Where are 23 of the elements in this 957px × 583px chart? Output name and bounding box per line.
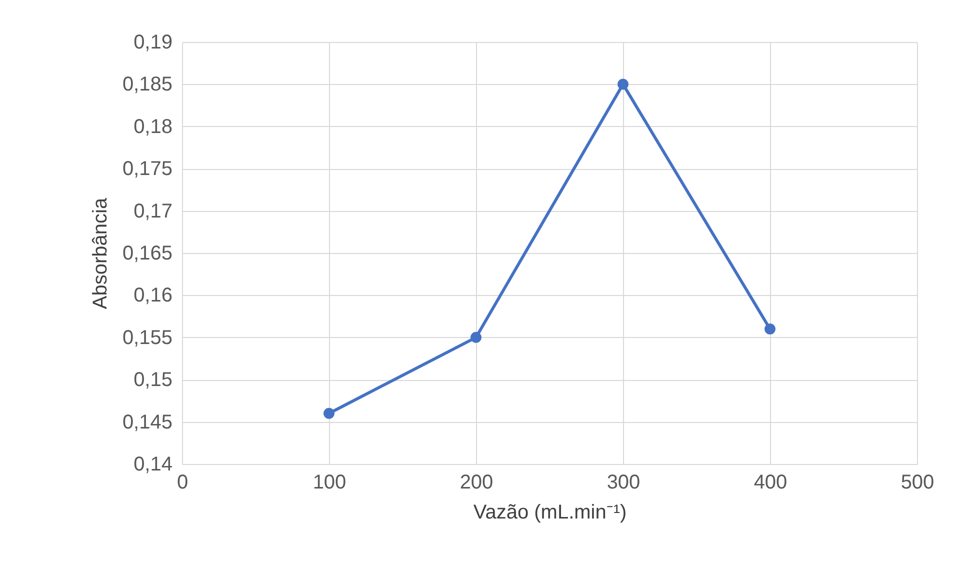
point xyxy=(470,332,482,343)
x-axis-title: Vazão (mL.min⁻¹) xyxy=(473,502,627,524)
point xyxy=(618,78,628,90)
point xyxy=(324,408,334,419)
y-axis-title: Absorbância xyxy=(89,197,112,310)
x-tick-label: 300 xyxy=(606,472,640,494)
x-tick-label: 500 xyxy=(900,472,934,494)
x-tick-label: 400 xyxy=(754,472,788,494)
y-tick-label: 0,155 xyxy=(122,326,172,349)
point xyxy=(764,323,776,334)
y-tick-label: 0,145 xyxy=(122,411,172,434)
y-tick-label: 0,16 xyxy=(134,284,172,307)
x-tick-label: 0 xyxy=(176,472,188,494)
x-tick-label: 200 xyxy=(460,472,494,494)
x-tick-label: 100 xyxy=(312,472,346,494)
y-tick-label: 0,185 xyxy=(122,74,172,96)
y-tick-label: 0,165 xyxy=(122,242,172,264)
y-tick-label: 0,17 xyxy=(134,200,172,222)
y-tick-label: 0,175 xyxy=(122,158,172,180)
y-tick-label: 0,19 xyxy=(134,32,172,54)
y-tick-label: 0,14 xyxy=(134,454,172,476)
y-tick-label: 0,18 xyxy=(134,116,172,138)
y-tick-label: 0,15 xyxy=(134,369,172,392)
